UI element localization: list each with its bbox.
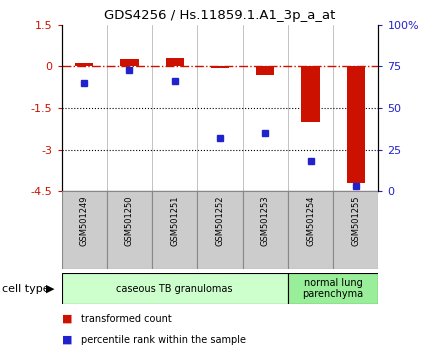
Bar [347, 67, 365, 183]
Text: GSM501251: GSM501251 [170, 195, 179, 246]
Text: GSM501252: GSM501252 [216, 195, 224, 246]
Bar [166, 58, 184, 67]
Bar [75, 63, 93, 67]
Text: ■: ■ [62, 335, 72, 345]
Bar [121, 59, 139, 67]
Bar [288, 273, 378, 304]
Text: GSM501254: GSM501254 [306, 195, 315, 246]
Text: normal lung
parenchyma: normal lung parenchyma [303, 278, 364, 299]
Text: GDS4256 / Hs.11859.1.A1_3p_a_at: GDS4256 / Hs.11859.1.A1_3p_a_at [104, 9, 336, 22]
Text: transformed count: transformed count [81, 314, 172, 324]
Text: caseous TB granulomas: caseous TB granulomas [117, 284, 233, 293]
Text: GSM501249: GSM501249 [80, 195, 89, 246]
Bar [211, 67, 229, 68]
Bar [288, 191, 333, 269]
Bar [256, 67, 274, 75]
Text: GSM501253: GSM501253 [261, 195, 270, 246]
Bar [198, 191, 242, 269]
Text: percentile rank within the sample: percentile rank within the sample [81, 335, 246, 345]
Bar [242, 191, 288, 269]
Text: cell type: cell type [2, 284, 50, 293]
Bar [62, 273, 288, 304]
Text: GSM501255: GSM501255 [351, 195, 360, 246]
Bar [107, 191, 152, 269]
Text: GSM501250: GSM501250 [125, 195, 134, 246]
Text: ■: ■ [62, 314, 72, 324]
Bar [333, 191, 378, 269]
Bar [62, 191, 107, 269]
Text: ▶: ▶ [46, 284, 55, 293]
Bar [152, 191, 198, 269]
Bar [301, 67, 319, 122]
